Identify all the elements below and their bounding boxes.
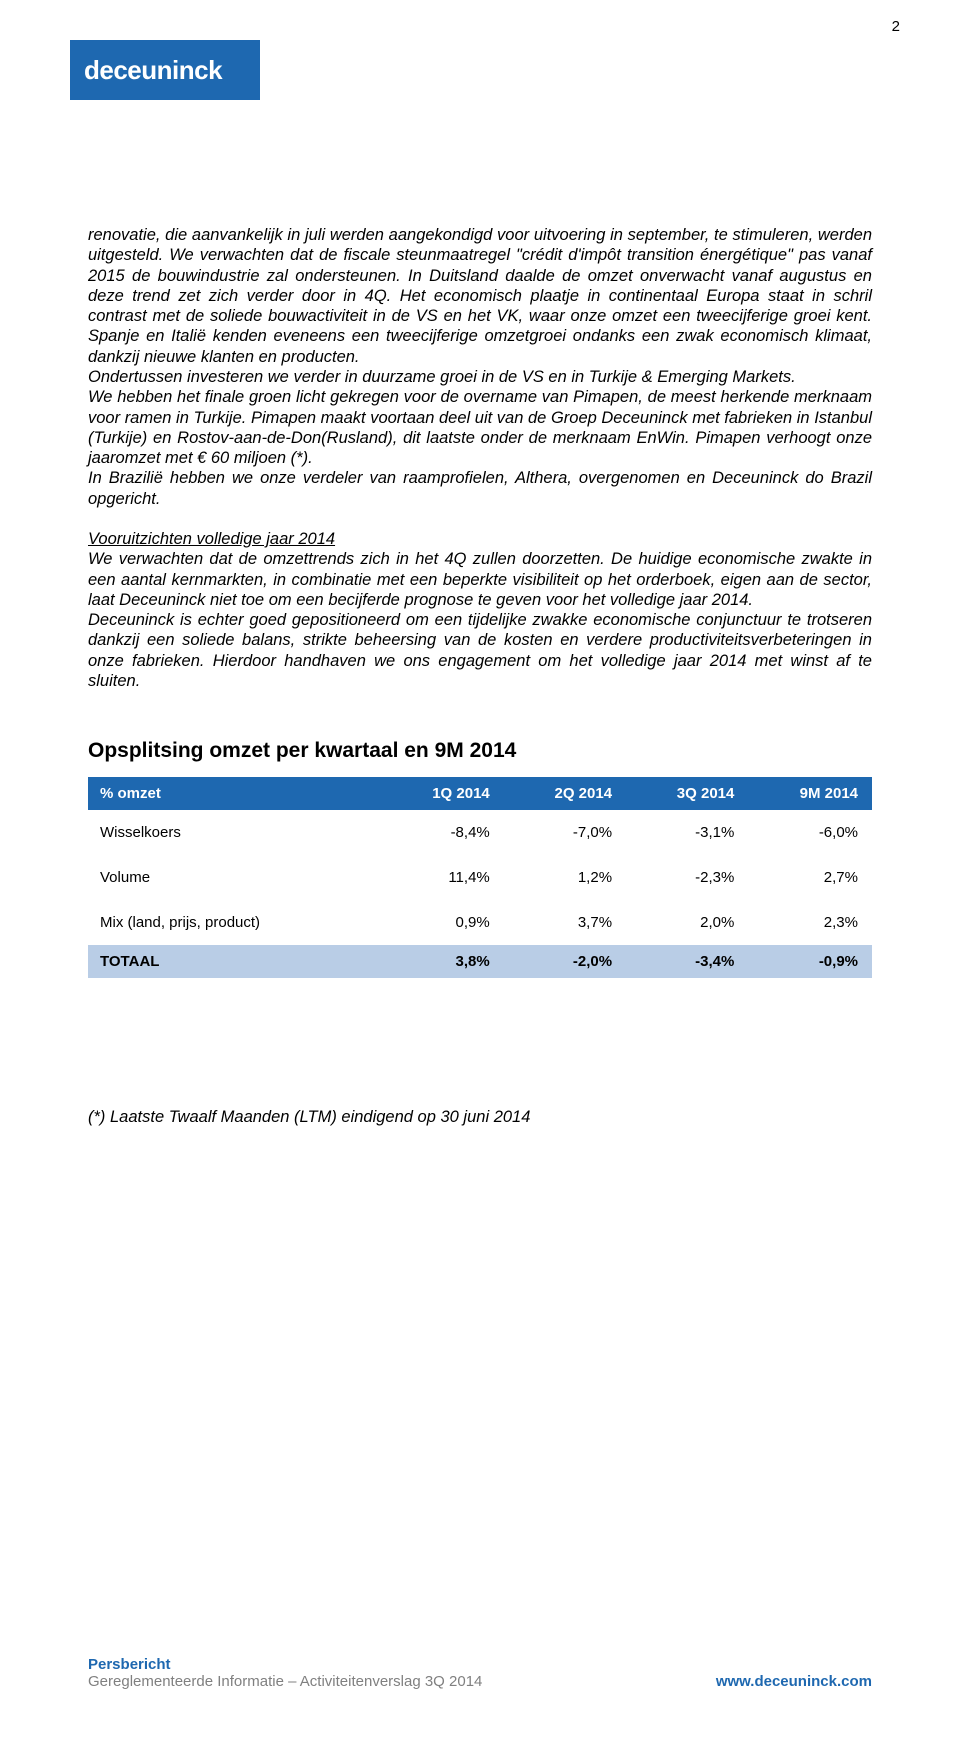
table-row: Wisselkoers -8,4% -7,0% -3,1% -6,0% xyxy=(88,810,872,855)
document-body: renovatie, die aanvankelijk in juli werd… xyxy=(88,225,872,1127)
cell: 1,2% xyxy=(504,855,626,900)
cell: -7,0% xyxy=(504,810,626,855)
paragraph-1d: In Brazilië hebben we onze verdeler van … xyxy=(88,469,872,507)
cell: 0,9% xyxy=(381,900,503,945)
outlook-paragraph-1: We verwachten dat de omzettrends zich in… xyxy=(88,549,872,610)
cell: -0,9% xyxy=(748,945,872,978)
row-label: Wisselkoers xyxy=(88,810,381,855)
outlook-section: Vooruitzichten volledige jaar 2014 We ve… xyxy=(88,529,872,691)
cell: 3,8% xyxy=(381,945,503,978)
cell: 2,0% xyxy=(626,900,748,945)
paragraph-1b: Ondertussen investeren we verder in duur… xyxy=(88,368,796,386)
cell: -2,3% xyxy=(626,855,748,900)
col-header: 3Q 2014 xyxy=(626,777,748,810)
page-number: 2 xyxy=(892,18,900,35)
outlook-paragraph-2: Deceuninck is echter goed gepositioneerd… xyxy=(88,610,872,691)
brand-logo-text: deceuninck xyxy=(84,55,222,86)
footer-title: Persbericht xyxy=(88,1656,482,1673)
row-label: Volume xyxy=(88,855,381,900)
table-total-row: TOTAAL 3,8% -2,0% -3,4% -0,9% xyxy=(88,945,872,978)
footer-website-link[interactable]: www.deceuninck.com xyxy=(716,1673,872,1690)
page-footer: Persbericht Gereglementeerde Informatie … xyxy=(88,1656,872,1690)
table-row: Volume 11,4% 1,2% -2,3% 2,7% xyxy=(88,855,872,900)
cell: -8,4% xyxy=(381,810,503,855)
footer-subtitle: Gereglementeerde Informatie – Activiteit… xyxy=(88,1673,482,1690)
col-header: % omzet xyxy=(88,777,381,810)
intro-paragraphs: renovatie, die aanvankelijk in juli werd… xyxy=(88,225,872,509)
footnote: (*) Laatste Twaalf Maanden (LTM) eindige… xyxy=(88,1108,872,1127)
cell: -2,0% xyxy=(504,945,626,978)
cell: -6,0% xyxy=(748,810,872,855)
row-label: Mix (land, prijs, product) xyxy=(88,900,381,945)
table-row: Mix (land, prijs, product) 0,9% 3,7% 2,0… xyxy=(88,900,872,945)
col-header: 1Q 2014 xyxy=(381,777,503,810)
table-title: Opsplitsing omzet per kwartaal en 9M 201… xyxy=(88,739,872,763)
row-label: TOTAAL xyxy=(88,945,381,978)
outlook-heading: Vooruitzichten volledige jaar 2014 xyxy=(88,529,872,549)
col-header: 2Q 2014 xyxy=(504,777,626,810)
table-header-row: % omzet 1Q 2014 2Q 2014 3Q 2014 9M 2014 xyxy=(88,777,872,810)
brand-logo: deceuninck xyxy=(70,40,260,100)
paragraph-1c: We hebben het finale groen licht gekrege… xyxy=(88,388,872,467)
paragraph-1: renovatie, die aanvankelijk in juli werd… xyxy=(88,226,872,366)
cell: -3,1% xyxy=(626,810,748,855)
cell: 2,7% xyxy=(748,855,872,900)
col-header: 9M 2014 xyxy=(748,777,872,810)
cell: -3,4% xyxy=(626,945,748,978)
cell: 2,3% xyxy=(748,900,872,945)
footer-right: www.deceuninck.com xyxy=(716,1673,872,1690)
cell: 3,7% xyxy=(504,900,626,945)
revenue-split-table: % omzet 1Q 2014 2Q 2014 3Q 2014 9M 2014 … xyxy=(88,777,872,978)
cell: 11,4% xyxy=(381,855,503,900)
footer-left: Persbericht Gereglementeerde Informatie … xyxy=(88,1656,482,1690)
